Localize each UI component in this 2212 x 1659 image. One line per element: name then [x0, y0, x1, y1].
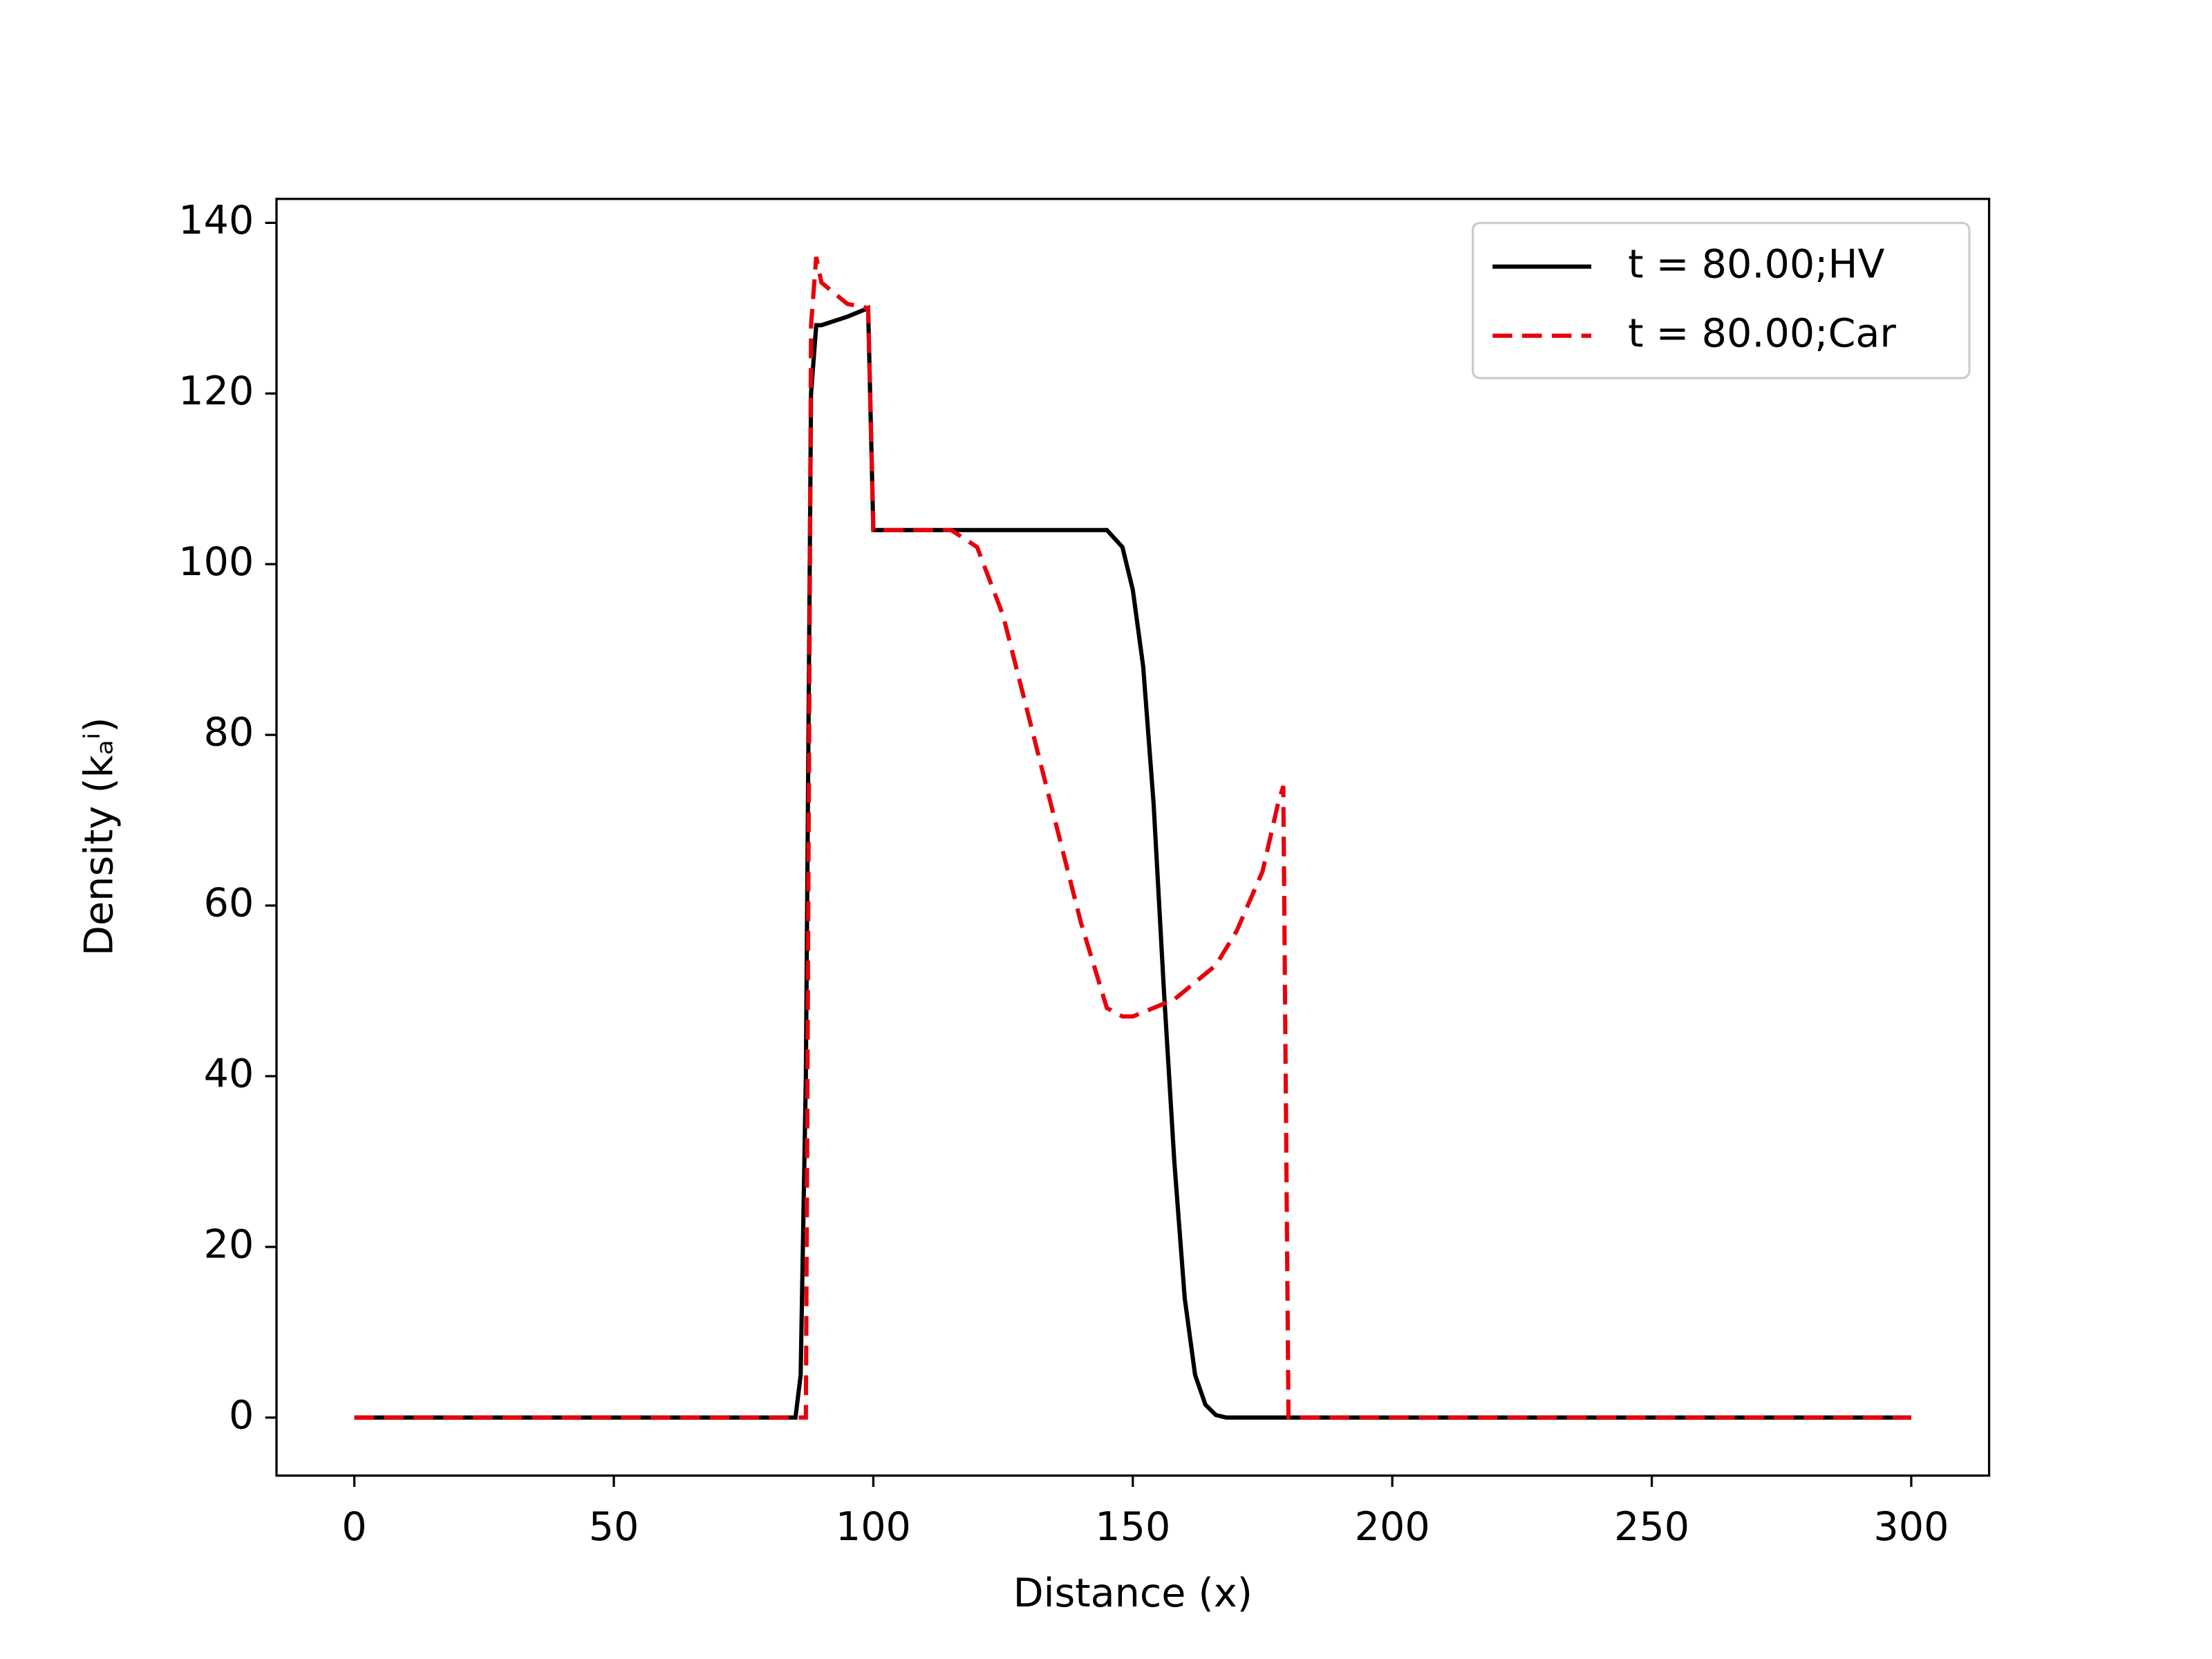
x-tick-label: 50: [589, 1504, 639, 1550]
data-line: [354, 305, 1911, 1420]
y-tick-label: 120: [178, 368, 254, 414]
y-tick-label: 140: [178, 198, 254, 243]
legend-box: [1471, 221, 1971, 379]
x-tick-label: 200: [1355, 1504, 1430, 1550]
y-tick-label: 60: [204, 881, 254, 926]
x-tick-label: 300: [1873, 1504, 1949, 1550]
y-tick-label: 40: [204, 1051, 254, 1097]
data-line: [354, 256, 1911, 1420]
x-tick-label: 250: [1614, 1504, 1689, 1550]
legend-label: t = 80.00;HV: [1628, 241, 1884, 287]
y-tick-label: 20: [204, 1221, 254, 1267]
x-tick-label: 150: [1095, 1504, 1170, 1550]
legend-label: t = 80.00;Car: [1628, 310, 1896, 356]
y-tick-label: 80: [204, 710, 254, 756]
y-tick-label: 0: [229, 1392, 254, 1438]
y-axis-label: Density (kₐⁱ): [77, 717, 122, 956]
x-tick-label: 0: [341, 1504, 366, 1550]
x-axis-label: Distance (x): [1013, 1571, 1253, 1616]
x-tick-label: 100: [836, 1504, 911, 1550]
plot-frame: [275, 198, 1991, 1477]
y-tick-label: 100: [178, 539, 254, 585]
